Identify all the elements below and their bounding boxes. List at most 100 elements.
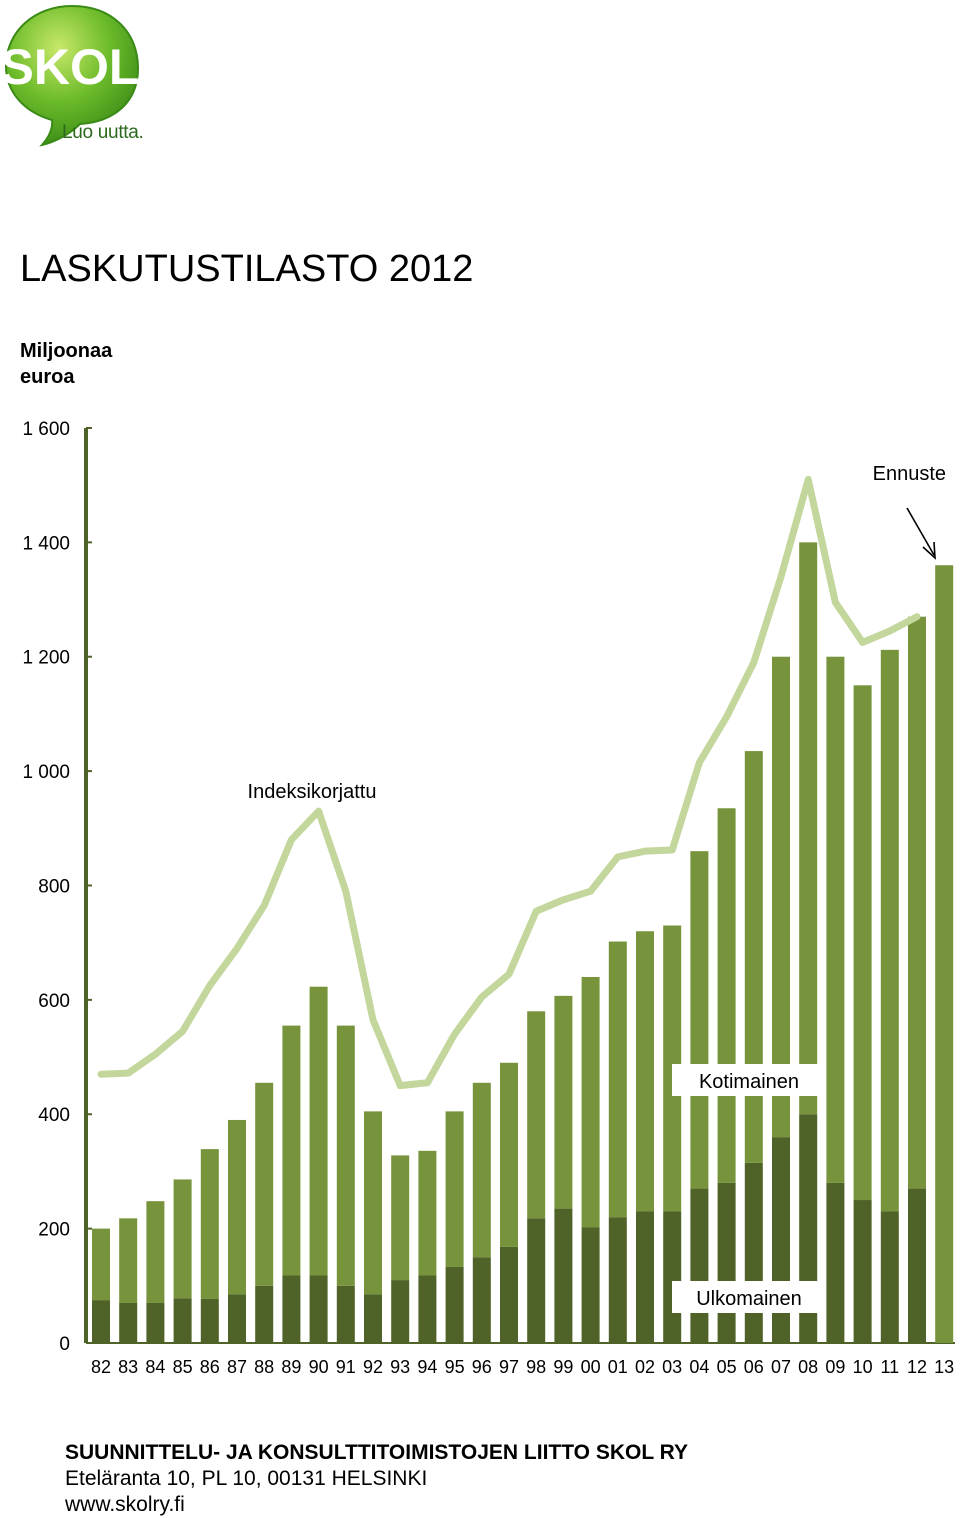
- bar-ulkomainen-82: [92, 1300, 110, 1343]
- y-tick-label: 200: [38, 1220, 70, 1241]
- x-tick-label: 99: [553, 1357, 573, 1377]
- bar-ulkomainen-06: [744, 1162, 763, 1343]
- x-tick-label: 91: [336, 1357, 356, 1377]
- y-tick-label: 0: [59, 1334, 70, 1355]
- label-indeksikorjattu: Indeksikorjattu: [248, 781, 377, 803]
- bar-kotimainen-02: [636, 931, 654, 1212]
- bar-ulkomainen-02: [636, 1211, 654, 1343]
- bar-ulkomainen-05: [717, 1182, 736, 1343]
- label-ulkomainen: Ulkomainen: [696, 1288, 802, 1310]
- x-tick-label: 96: [472, 1357, 492, 1377]
- label-kotimainen: Kotimainen: [699, 1071, 799, 1093]
- bar-kotimainen-07: [772, 656, 790, 1138]
- x-tick-label: 13: [934, 1357, 954, 1377]
- bar-ulkomainen-01: [608, 1217, 627, 1343]
- x-tick-label: 93: [390, 1357, 410, 1377]
- bar-kotimainen-08: [799, 542, 818, 1115]
- x-tick-label: 90: [309, 1357, 329, 1377]
- bar-ulkomainen-92: [364, 1294, 382, 1343]
- bar-kotimainen-13: [935, 565, 954, 1343]
- footer: SUUNNITTELU- JA KONSULTTITOIMISTOJEN LII…: [65, 1440, 688, 1518]
- bar-kotimainen-04: [690, 851, 709, 1189]
- bar-ulkomainen-96: [472, 1257, 491, 1343]
- bar-ulkomainen-84: [146, 1302, 165, 1343]
- y-tick-label: 600: [38, 991, 70, 1012]
- x-tick-label: 05: [717, 1357, 737, 1377]
- label-ennuste: Ennuste: [873, 463, 946, 485]
- bar-kotimainen-91: [336, 1025, 355, 1286]
- y-axis-unit-label: Miljoonaa euroa: [20, 340, 113, 388]
- x-axis-tick-labels: 82 83 84 85 86 87 88 89 90 91 92 93 94 95 96 97 98 99 00 01…: [91, 1357, 954, 1377]
- bar-kotimainen-88: [255, 1082, 274, 1286]
- bar-ulkomainen-98: [527, 1218, 546, 1343]
- bar-ulkomainen-10: [853, 1200, 872, 1343]
- bar-kotimainen-82: [92, 1228, 110, 1301]
- bar-kotimainen-97: [500, 1062, 518, 1247]
- x-tick-label: 03: [662, 1357, 682, 1377]
- label-kotimainen-bg: [672, 1064, 826, 1096]
- x-tick-label: 10: [853, 1357, 873, 1377]
- bar-ulkomainen-03: [663, 1211, 682, 1343]
- bar-ulkomainen-95: [445, 1266, 464, 1343]
- x-tick-label: 94: [417, 1357, 437, 1377]
- bar-kotimainen-89: [282, 1025, 301, 1276]
- x-tick-label: 88: [254, 1357, 274, 1377]
- bar-ulkomainen-97: [500, 1246, 518, 1343]
- bar-kotimainen-84: [146, 1201, 165, 1303]
- bar-ulkomainen-93: [391, 1280, 410, 1343]
- bar-kotimainen-09: [826, 656, 845, 1183]
- y-tick-label: 1 400: [22, 533, 70, 554]
- bar-kotimainen-11: [880, 649, 899, 1212]
- bar-ulkomainen-11: [880, 1211, 899, 1343]
- series-labels: Indeksikorjattu Kotimainen Ulkomainen Ennus…: [248, 463, 946, 1313]
- chart-title: LASKUTUSTILASTO 2012: [20, 248, 474, 290]
- bar-kotimainen-86: [200, 1149, 219, 1299]
- bar-kotimainen-94: [418, 1150, 437, 1276]
- line-indeksikorjattu: [97, 475, 921, 1090]
- x-tick-label: 98: [526, 1357, 546, 1377]
- bar-ulkomainen-89: [282, 1275, 301, 1343]
- bar-kotimainen-85: [173, 1179, 192, 1299]
- bar-kotimainen-83: [119, 1218, 138, 1303]
- logo-brand: SKOL: [1, 39, 140, 95]
- bar-kotimainen-00: [581, 976, 600, 1228]
- x-tick-label: 92: [363, 1357, 383, 1377]
- x-tick-label: 84: [145, 1357, 165, 1377]
- bar-ulkomainen-88: [255, 1285, 274, 1343]
- bar-kotimainen-92: [364, 1111, 382, 1295]
- bar-kotimainen-10: [853, 685, 872, 1201]
- footer-organization: SUUNNITTELU- JA KONSULTTITOIMISTOJEN LII…: [65, 1441, 689, 1464]
- x-tick-label: 97: [499, 1357, 519, 1377]
- bar-kotimainen-01: [608, 941, 627, 1218]
- skol-logo: SKOL Luo uutta.: [0, 0, 150, 150]
- x-tick-label: 85: [173, 1357, 193, 1377]
- bar-ulkomainen-99: [554, 1208, 573, 1343]
- bar-ulkomainen-12: [908, 1188, 926, 1343]
- bar-kotimainen-99: [554, 995, 573, 1209]
- bar-kotimainen-87: [228, 1119, 246, 1295]
- y-tick-label: 1 600: [22, 419, 70, 440]
- x-tick-label: 82: [91, 1357, 111, 1377]
- bar-kotimainen-05: [717, 808, 736, 1183]
- x-tick-label: 06: [744, 1357, 764, 1377]
- bar-ulkomainen-87: [228, 1294, 246, 1343]
- label-ulkomainen-bg: [672, 1281, 826, 1313]
- y-tick-label: 1 200: [22, 648, 70, 669]
- bar-ulkomainen-04: [690, 1188, 709, 1343]
- x-tick-label: 87: [227, 1357, 247, 1377]
- bar-kotimainen-96: [472, 1082, 491, 1258]
- x-tick-label: 09: [825, 1357, 845, 1377]
- index-line-series: [97, 475, 921, 1090]
- bar-ulkomainen-90: [309, 1275, 328, 1343]
- logo-tagline: Luo uutta.: [62, 122, 144, 143]
- bar-kotimainen-12: [908, 616, 926, 1189]
- x-tick-label: 89: [281, 1357, 301, 1377]
- bar-ulkomainen-00: [581, 1227, 600, 1343]
- x-tick-label: 83: [118, 1357, 138, 1377]
- bar-kotimainen-95: [445, 1111, 464, 1267]
- bar-ulkomainen-94: [418, 1275, 437, 1343]
- x-tick-label: 01: [608, 1357, 628, 1377]
- y-tick-label: 1 000: [22, 762, 70, 783]
- footer-website[interactable]: www.skolry.fi: [65, 1493, 185, 1516]
